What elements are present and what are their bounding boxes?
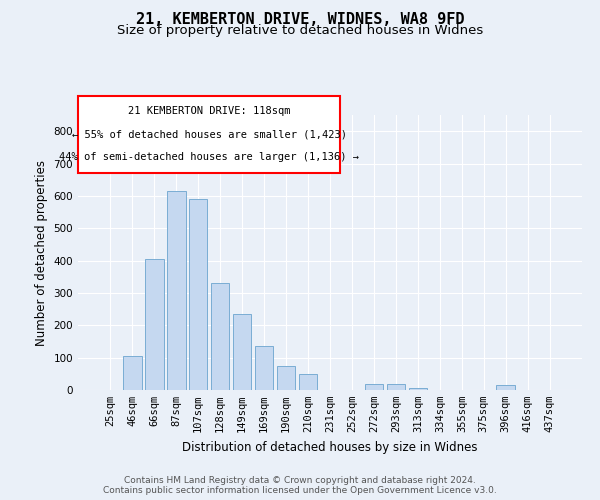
Bar	[299, 374, 317, 390]
Bar	[365, 384, 383, 390]
Bar	[277, 366, 295, 390]
X-axis label: Distribution of detached houses by size in Widnes: Distribution of detached houses by size …	[182, 440, 478, 454]
Bar	[233, 314, 251, 390]
Text: 44% of semi-detached houses are larger (1,136) →: 44% of semi-detached houses are larger (…	[59, 152, 359, 162]
Bar	[496, 385, 515, 390]
Bar	[145, 259, 164, 390]
Bar	[255, 346, 274, 390]
Text: 21 KEMBERTON DRIVE: 118sqm: 21 KEMBERTON DRIVE: 118sqm	[128, 106, 290, 116]
Text: Size of property relative to detached houses in Widnes: Size of property relative to detached ho…	[117, 24, 483, 37]
Text: Contains public sector information licensed under the Open Government Licence v3: Contains public sector information licen…	[103, 486, 497, 495]
Text: ← 55% of detached houses are smaller (1,423): ← 55% of detached houses are smaller (1,…	[71, 129, 347, 139]
Bar	[409, 388, 427, 390]
Bar	[211, 283, 229, 390]
Y-axis label: Number of detached properties: Number of detached properties	[35, 160, 48, 346]
Text: 21, KEMBERTON DRIVE, WIDNES, WA8 9FD: 21, KEMBERTON DRIVE, WIDNES, WA8 9FD	[136, 12, 464, 28]
Text: Contains HM Land Registry data © Crown copyright and database right 2024.: Contains HM Land Registry data © Crown c…	[124, 476, 476, 485]
Bar	[123, 356, 142, 390]
Bar	[386, 384, 405, 390]
Bar	[167, 191, 185, 390]
Bar	[189, 199, 208, 390]
